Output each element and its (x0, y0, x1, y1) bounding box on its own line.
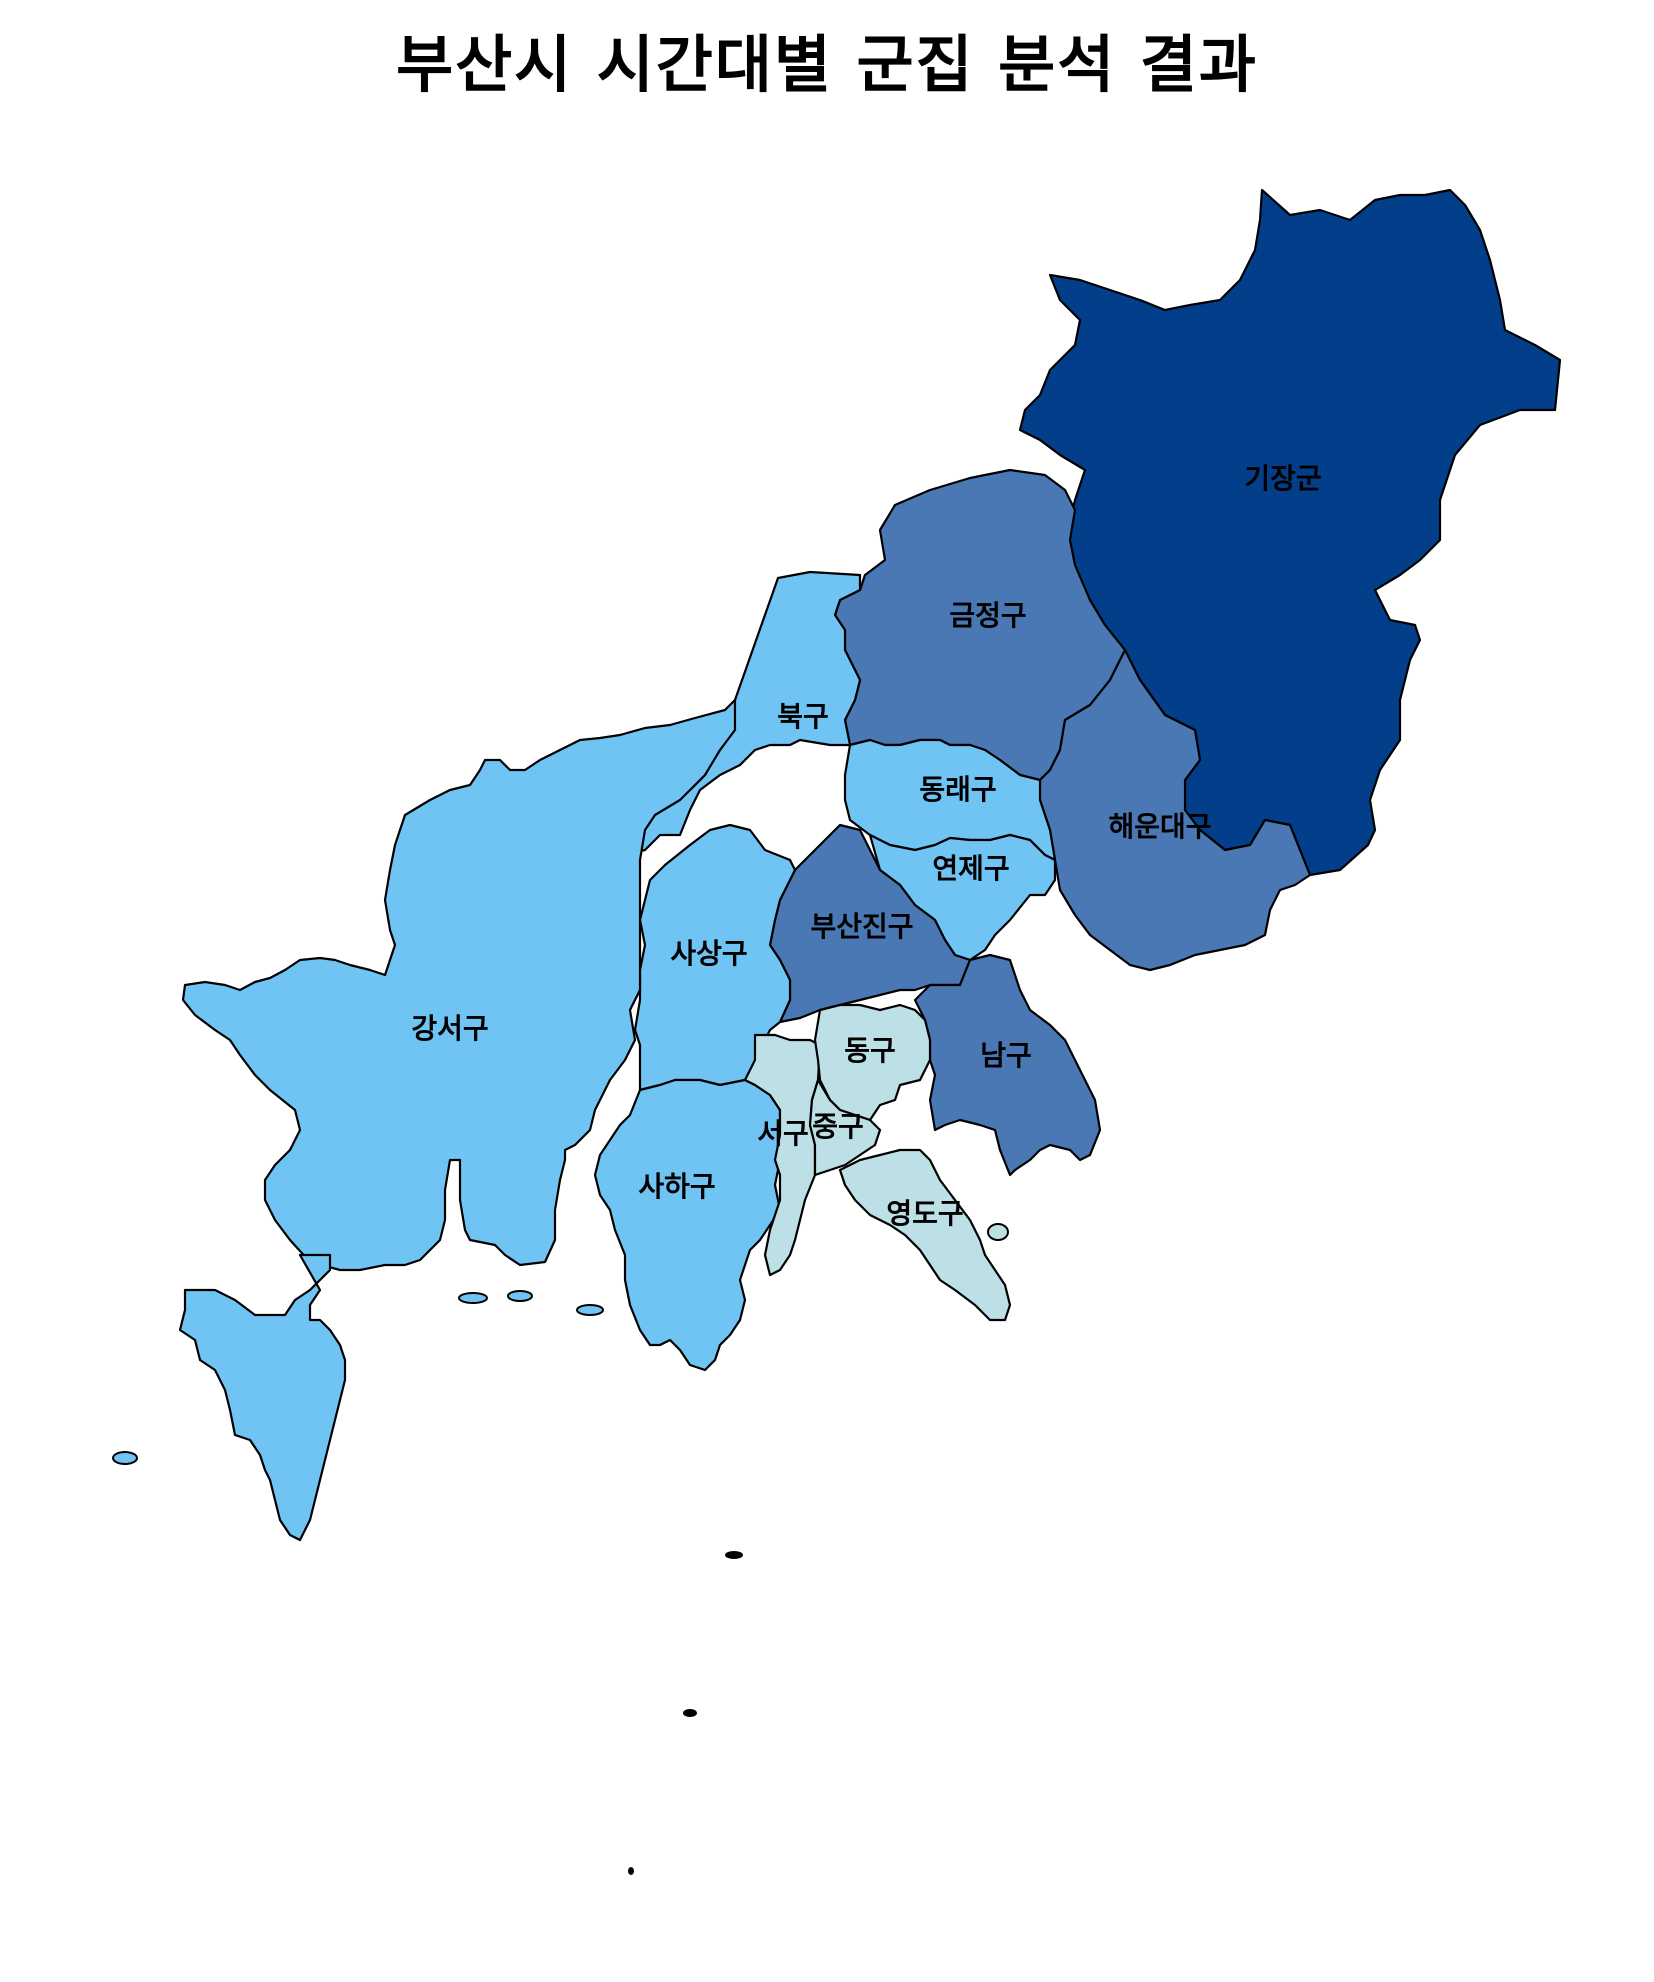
island (683, 1709, 697, 1717)
label-gangseo: 강서구 (411, 1012, 488, 1045)
label-buk: 북구 (777, 700, 829, 733)
label-saha: 사하구 (638, 1170, 715, 1203)
map-title: 부산시 시간대별 군집 분석 결과 (396, 28, 1258, 101)
island (725, 1551, 743, 1559)
island (987, 1223, 1009, 1241)
label-dong: 동구 (844, 1034, 896, 1067)
label-busanjin: 부산진구 (810, 910, 913, 943)
district-yeongdo[interactable] (838, 1148, 1012, 1322)
label-dongnae: 동래구 (919, 773, 996, 806)
labels-layer: 기장군 금정구 해운대구 부산진구 남구 북구 동래구 연제구 사상구 강서구 … (411, 462, 1321, 1230)
district-saha[interactable] (593, 1078, 782, 1372)
island (576, 1304, 604, 1316)
islands-layer (112, 1223, 1009, 1875)
label-jung: 중구 (812, 1110, 864, 1143)
label-sasang: 사상구 (670, 937, 747, 970)
island (458, 1292, 488, 1304)
island (112, 1451, 138, 1465)
district-gangseo-island[interactable] (178, 1253, 347, 1542)
districts-layer (178, 188, 1562, 1542)
label-yeonje: 연제구 (932, 852, 1009, 885)
label-seo: 서구 (757, 1117, 809, 1150)
island (507, 1290, 533, 1302)
district-jung[interactable] (808, 1078, 882, 1177)
district-gangseo[interactable] (181, 698, 737, 1272)
island (628, 1867, 634, 1875)
label-haeundae: 해운대구 (1108, 810, 1211, 843)
label-gijang: 기장군 (1244, 462, 1321, 495)
label-nam: 남구 (980, 1039, 1032, 1072)
district-dong[interactable] (813, 1003, 932, 1122)
label-yeongdo: 영도구 (886, 1197, 963, 1230)
label-geumjeong: 금정구 (949, 599, 1026, 632)
